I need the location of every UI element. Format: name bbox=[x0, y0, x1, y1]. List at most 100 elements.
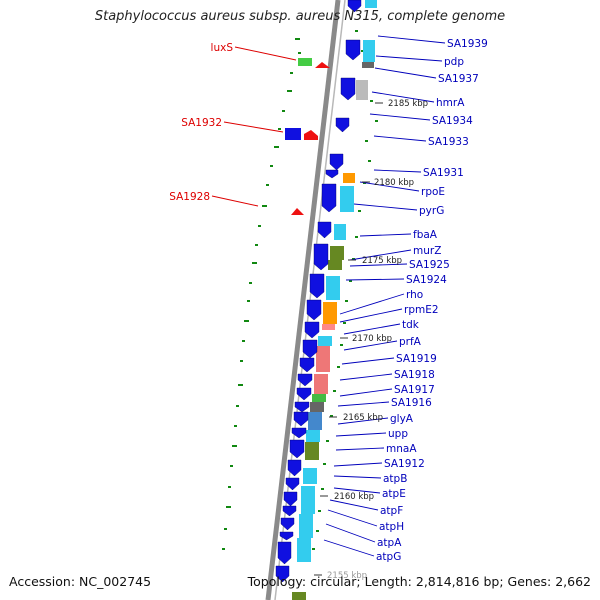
gene-label-pdp: pdp bbox=[444, 56, 464, 68]
minus-gene-sa1932 bbox=[304, 130, 318, 140]
scale-label: 2155 kbp bbox=[327, 571, 367, 581]
gc-dot bbox=[282, 110, 285, 112]
gene-label-rho: rho bbox=[406, 289, 423, 301]
scale-labels: 2185 kbp 2180 kbp 2175 kbp 2170 kbp 2165 kbp… bbox=[314, 99, 428, 581]
gc-dot bbox=[375, 120, 378, 122]
scale-label: 2175 kbp bbox=[362, 256, 402, 266]
gc-dot bbox=[226, 506, 231, 508]
cog-block bbox=[312, 394, 326, 402]
gene-label-rpoe: rpoE bbox=[421, 186, 445, 198]
cog-block bbox=[356, 80, 368, 100]
gene-label-glya: glyA bbox=[390, 413, 414, 425]
leader-line bbox=[223, 121, 284, 133]
gc-dot bbox=[262, 205, 267, 207]
gc-dot bbox=[238, 384, 243, 386]
plus-strand-gene bbox=[306, 299, 322, 321]
cog-block bbox=[301, 486, 315, 514]
gc-dot bbox=[333, 390, 336, 392]
gc-dot bbox=[252, 262, 257, 264]
plus-strand-gene bbox=[283, 491, 298, 507]
minus-gene-luxs-arrow bbox=[315, 62, 330, 68]
gene-label-atpe: atpE bbox=[382, 488, 406, 500]
leader-line bbox=[343, 340, 398, 351]
plus-strand-gene bbox=[279, 531, 294, 541]
gc-dot bbox=[298, 52, 301, 54]
plus-strand-gene bbox=[275, 565, 290, 583]
gene-label-sa1925: SA1925 bbox=[409, 259, 450, 271]
leader-line bbox=[335, 447, 385, 451]
minus-gene-sa1932-block bbox=[285, 128, 301, 140]
minus-gene-luxs bbox=[298, 58, 312, 66]
accession-text: Accession: NC_002745 bbox=[9, 574, 152, 589]
leader-line bbox=[335, 432, 387, 437]
label-leader-lines bbox=[211, 35, 446, 557]
gene-label-sa1932: SA1932 bbox=[181, 117, 222, 129]
leader-line bbox=[349, 249, 412, 261]
gc-dot bbox=[358, 210, 361, 212]
plus-strand-gene bbox=[293, 411, 309, 427]
gene-label-prfa: prfA bbox=[399, 336, 422, 348]
gene-label-sa1937: SA1937 bbox=[438, 73, 479, 85]
leader-line bbox=[333, 475, 382, 479]
gc-dot bbox=[270, 165, 273, 167]
minus-strand-features bbox=[285, 58, 330, 215]
cog-block bbox=[334, 224, 346, 240]
gene-label-sa1912: SA1912 bbox=[384, 458, 425, 470]
gc-dot bbox=[349, 280, 352, 282]
leader-line bbox=[337, 417, 389, 425]
leader-line bbox=[373, 135, 427, 142]
leader-line bbox=[359, 233, 412, 237]
gc-dot bbox=[295, 38, 300, 40]
gene-label-atpa: atpA bbox=[377, 537, 402, 549]
gc-dot bbox=[355, 236, 358, 238]
leader-line bbox=[345, 278, 405, 281]
gene-label-sa1931: SA1931 bbox=[423, 167, 464, 179]
leader-line bbox=[234, 46, 297, 61]
cog-block bbox=[323, 302, 337, 324]
cog-block bbox=[328, 260, 342, 270]
cog-block bbox=[314, 374, 328, 394]
leader-line bbox=[339, 373, 393, 381]
gc-dot bbox=[370, 100, 373, 102]
cog-block bbox=[318, 336, 332, 346]
plus-strand-gene bbox=[297, 373, 313, 387]
leader-line bbox=[339, 388, 393, 397]
gene-label-atpg: atpG bbox=[376, 551, 401, 563]
gc-dot bbox=[258, 225, 261, 227]
gene-label-sa1933: SA1933 bbox=[428, 136, 469, 148]
leader-line bbox=[349, 263, 408, 267]
gene-label-luxs: luxS bbox=[211, 42, 234, 54]
gene-label-sa1939: SA1939 bbox=[447, 38, 488, 50]
cog-block bbox=[308, 412, 322, 430]
gene-label-tdk: tdk bbox=[402, 319, 420, 331]
gc-dot bbox=[323, 463, 326, 465]
gc-dot bbox=[266, 184, 269, 186]
plus-strand-gene bbox=[291, 427, 307, 439]
leader-line bbox=[339, 308, 403, 323]
gc-dot bbox=[326, 440, 329, 442]
gc-dot bbox=[312, 548, 315, 550]
gene-label-sa1934: SA1934 bbox=[432, 115, 473, 127]
leader-line bbox=[373, 169, 422, 173]
cog-block bbox=[340, 186, 354, 212]
gc-content-track bbox=[222, 30, 378, 550]
gc-dot bbox=[355, 30, 358, 32]
scale-label: 2185 kbp bbox=[388, 99, 428, 109]
gene-label-murz: murZ bbox=[413, 245, 441, 257]
scale-label: 2170 kbp bbox=[352, 334, 392, 344]
gene-label-mnaa: mnaA bbox=[386, 443, 417, 455]
plus-strand-gene bbox=[313, 243, 329, 271]
plus-strand-gene bbox=[304, 321, 320, 339]
cog-block bbox=[299, 514, 313, 538]
gene-label-pyrg: pyrG bbox=[419, 205, 444, 217]
gc-dot bbox=[278, 128, 281, 130]
cog-block bbox=[305, 442, 319, 460]
leader-line bbox=[333, 487, 381, 494]
scale-label: 2180 kbp bbox=[374, 178, 414, 188]
gc-dot bbox=[232, 445, 237, 447]
cog-block bbox=[310, 402, 324, 412]
plus-strand-gene bbox=[335, 117, 350, 133]
plus-strand-gene bbox=[302, 339, 318, 359]
plus-strand-gene bbox=[309, 273, 325, 299]
